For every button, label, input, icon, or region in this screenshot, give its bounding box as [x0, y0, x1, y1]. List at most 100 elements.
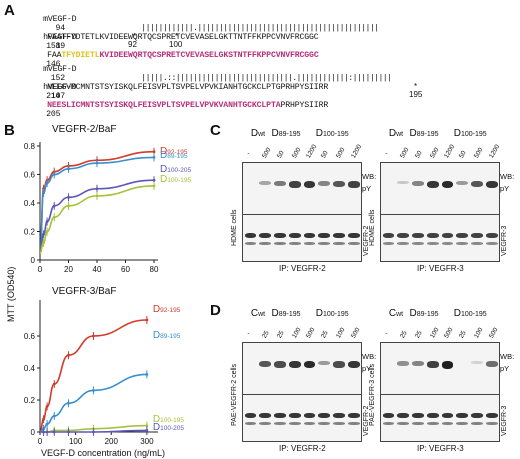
d-right-receptor-band [471, 422, 483, 425]
d-right-py-band [471, 361, 483, 364]
data-point [152, 156, 156, 159]
chart-vegfr3: VEGFR-3/BaF 0 0.2 0.4 0.6 0 100 200 300 VEGF-D co… [24, 286, 184, 458]
series-label: D92-195 [160, 146, 188, 157]
seq-end: 146 [46, 60, 61, 69]
c-right-lane-label: 500 [428, 146, 441, 160]
d-left-lane-label: 25 [261, 329, 271, 340]
d-right-lane-label: 25 [413, 329, 424, 340]
c-right-cells-label: HDME cells [369, 209, 376, 246]
d-left-receptor-band [244, 413, 257, 418]
c-left-receptor-band [259, 242, 271, 245]
d-right-lane-label: 25 [399, 329, 409, 340]
chart-title: VEGFR-3/BaF [52, 286, 116, 297]
chart-vegfr2: VEGFR-2/BaF 0 0.2 0.4 0.6 0.8 0 20 40 60 80 D92-195… [24, 124, 192, 274]
data-point [52, 430, 56, 434]
c-left-receptor-band [347, 233, 360, 238]
x-tick-label: 80 [150, 265, 159, 274]
d-right-receptor-band [412, 422, 424, 425]
y-tick-label: 0.2 [24, 396, 36, 405]
d-right-py-band [412, 361, 424, 366]
c-left-lane-label: 1200 [349, 143, 363, 160]
d-right-py-band [441, 361, 454, 369]
d-left-py-band [288, 361, 301, 369]
c-right-lane-label: 500 [399, 146, 411, 160]
data-point [45, 422, 49, 426]
d-right-lane-label: 100 [428, 326, 441, 340]
d-left-receptor-band [347, 413, 360, 418]
d-right-receptor-blot [380, 394, 500, 442]
panel-label-d: D [210, 302, 221, 319]
d-right-ip-label: IP: VEGFR-3 [417, 444, 464, 453]
data-point [42, 430, 45, 434]
d-left-receptor-band [288, 413, 301, 418]
c-left-receptor-blot [242, 214, 362, 262]
blot-c-vegfr3: Dwt D89-195 D100-195-500 50 500 1200 50 500 1200… [366, 128, 516, 276]
c-right-lane-label: 1200 [487, 143, 501, 160]
d-left-lane-label: 25 [320, 329, 330, 340]
c-right-receptor-band [412, 242, 424, 245]
c-left-py-band [288, 181, 301, 188]
chart-title: VEGFR-2/BaF [52, 124, 116, 135]
data-point [52, 215, 56, 219]
d-left-lane-label: 100 [334, 326, 347, 340]
blot-d-vegfr2: Cwt D89-195 D100-195-25 25 100 500 25 100 500 WB:… [228, 308, 378, 456]
c-left-lane-label: - [247, 150, 250, 157]
c-right-py-band [426, 181, 439, 189]
data-point [67, 353, 70, 357]
d-right-group-label: D100-195 [453, 308, 487, 319]
c-left-py-band [318, 181, 330, 186]
d-right-lane-label: 25 [458, 329, 468, 340]
d-left-py-band [259, 361, 271, 368]
x-tick-label: 40 [93, 265, 102, 274]
c-right-receptor-band [485, 233, 498, 238]
d-left-lane-label: 100 [290, 326, 303, 340]
data-point [92, 430, 95, 434]
marker-195: 195 [409, 90, 423, 99]
data-point [42, 417, 45, 421]
d-right-receptor-label: VEGFR-3 [501, 405, 508, 436]
seq-species-label: mVEGF-D [43, 15, 77, 24]
c-left-lane-label: 1200 [305, 143, 319, 160]
match-symbols: ||||||||||||.|||||||||||||||||||||||||||… [141, 24, 379, 33]
c-right-py-band [441, 181, 454, 189]
c-right-receptor-band [397, 242, 409, 245]
series-label: D89-195 [153, 330, 181, 341]
d-right-lane-label: 500 [443, 326, 455, 340]
c-left-receptor-band [288, 233, 301, 238]
c-left-lane-label: 500 [290, 146, 303, 160]
d-right-receptor-band [485, 422, 498, 425]
c-right-receptor-band [426, 233, 439, 238]
c-left-group-label: Dwt [250, 128, 266, 139]
panel-label-b: B [4, 122, 15, 139]
seq-row-mouse-1: mVEGF-D 94 FAATFYDTETLKVIDEEWQRTQCSPRETC… [24, 6, 319, 60]
c-left-lane-label: 500 [334, 146, 347, 160]
c-right-wb-label: WB: [500, 172, 515, 181]
c-left-receptor-band [333, 242, 345, 245]
c-left-receptor-band [259, 233, 271, 238]
data-point [92, 389, 95, 392]
d-right-cells-label: PAE-VEGFR-3 cells [369, 363, 376, 426]
data-point [152, 150, 156, 154]
data-point [145, 424, 149, 427]
d-right-lane-label: 500 [487, 326, 500, 340]
x-tick-label: 200 [105, 437, 119, 446]
c-right-receptor-band [412, 233, 424, 238]
d-left-receptor-band [318, 413, 330, 418]
c-left-receptor-band [347, 242, 360, 245]
d-left-receptor-band [274, 422, 286, 425]
d-right-receptor-band [485, 413, 498, 418]
c-right-py-band [397, 181, 409, 185]
seq-row-human-2: hVEGF-D 147 NEESLICMNTSTSYISKQLFEISVPLTS… [24, 74, 328, 128]
data-point [67, 167, 70, 171]
c-left-receptor-band [244, 242, 257, 245]
panel-label-a: A [4, 2, 15, 19]
data-point [52, 204, 56, 208]
data-point [95, 194, 99, 198]
x-tick-label: 60 [121, 265, 130, 274]
c-left-py-band [303, 181, 316, 189]
seq-residues-yellow: TFYDIETL [61, 51, 100, 60]
data-point [45, 181, 49, 185]
y-tick-label: 0.8 [24, 142, 36, 151]
y-tick-label: 0 [31, 428, 36, 437]
c-right-py-band [456, 181, 468, 186]
